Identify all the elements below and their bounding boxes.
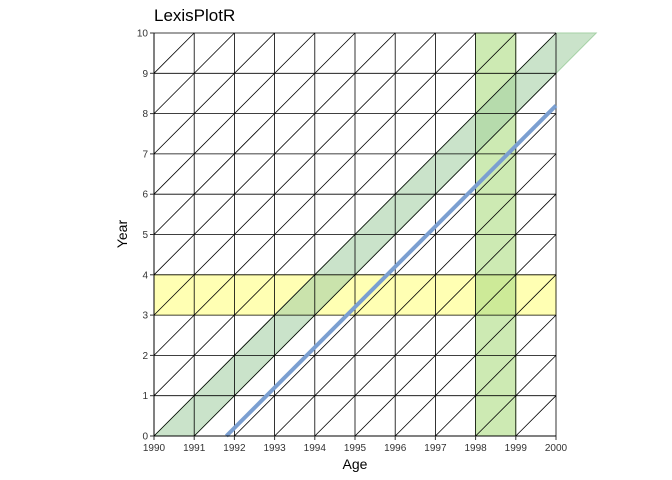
grid-diagonal bbox=[475, 355, 557, 437]
grid-diagonal bbox=[515, 395, 557, 437]
y-axis-label: Year bbox=[114, 220, 130, 249]
y-axis-ticks: 0 1 2 3 4 5 6 7 8 9 10 bbox=[137, 29, 154, 443]
grid-diagonal bbox=[314, 193, 557, 437]
x-tick-label: 1998 bbox=[464, 443, 487, 454]
grid-diagonal bbox=[153, 32, 316, 195]
y-tick-label: 6 bbox=[142, 190, 148, 201]
lifelines bbox=[224, 104, 558, 438]
lifeline bbox=[224, 104, 558, 438]
x-tick-label: 1990 bbox=[143, 443, 166, 454]
y-tick-label: 8 bbox=[142, 109, 148, 120]
grid-diagonal bbox=[153, 32, 356, 235]
x-tick-label: 1996 bbox=[384, 443, 407, 454]
x-tick-label: 1997 bbox=[424, 443, 447, 454]
x-tick-label: 1995 bbox=[344, 443, 367, 454]
x-axis-label: Age bbox=[343, 456, 368, 472]
grid-diagonal bbox=[153, 32, 275, 155]
grid-diagonal bbox=[435, 314, 557, 437]
grid-diagonal bbox=[234, 113, 557, 437]
grid-diagonal bbox=[394, 274, 557, 437]
x-tick-label: 1999 bbox=[505, 443, 528, 454]
y-tick-label: 9 bbox=[142, 69, 148, 80]
grid-diagonal bbox=[153, 32, 557, 437]
grid-diagonal bbox=[153, 32, 476, 356]
y-tick-label: 3 bbox=[142, 311, 148, 322]
grid-diagonal bbox=[153, 32, 396, 276]
y-tick-label: 7 bbox=[142, 149, 148, 160]
y-tick-label: 2 bbox=[142, 351, 148, 362]
grid-diagonal bbox=[153, 32, 436, 316]
grid-diagonal bbox=[153, 32, 235, 114]
x-axis-ticks: 1990 1991 1992 1993 1994 1995 1996 1997 1998 1999… bbox=[143, 436, 568, 454]
grid-diagonal bbox=[193, 73, 557, 437]
grid-diagonal bbox=[153, 32, 517, 396]
y-tick-label: 1 bbox=[142, 391, 148, 402]
grid-diagonal bbox=[274, 153, 557, 437]
y-tick-label: 0 bbox=[142, 432, 148, 443]
chart-title: LexisPlotR bbox=[154, 6, 235, 25]
x-tick-label: 1991 bbox=[183, 443, 206, 454]
x-tick-label: 2000 bbox=[545, 443, 568, 454]
y-tick-label: 4 bbox=[142, 270, 148, 281]
lexis-grid bbox=[153, 32, 557, 437]
y-tick-label: 5 bbox=[142, 230, 148, 241]
x-tick-label: 1992 bbox=[223, 443, 246, 454]
x-tick-label: 1993 bbox=[263, 443, 286, 454]
grid-diagonal bbox=[153, 32, 195, 74]
grid-diagonal bbox=[354, 234, 557, 437]
y-tick-label: 10 bbox=[137, 29, 149, 40]
x-tick-label: 1994 bbox=[304, 443, 327, 454]
